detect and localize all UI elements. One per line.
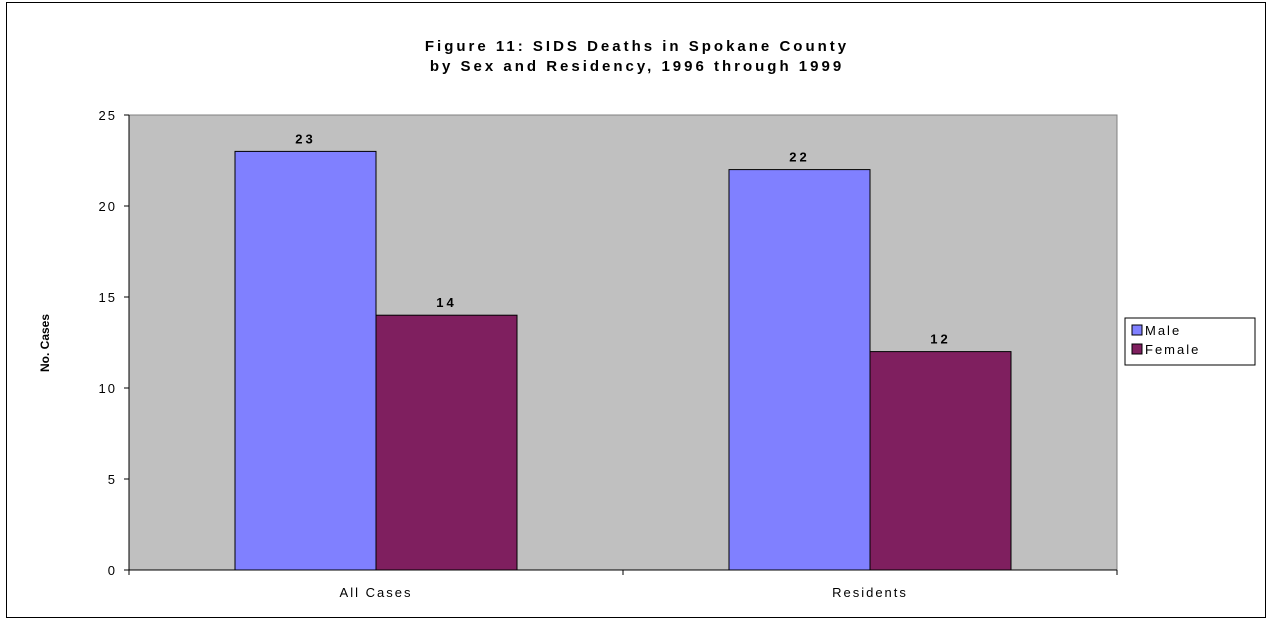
y-tick-label: 0: [108, 563, 117, 578]
y-tick-label: 15: [99, 290, 117, 305]
legend-label-female: Female: [1145, 342, 1200, 357]
bar-male-2: [729, 170, 870, 570]
y-axis-label: No. Cases: [38, 314, 52, 372]
y-tick-label: 25: [99, 108, 117, 123]
x-tick-label: All Cases: [340, 585, 413, 600]
y-tick-label: 10: [99, 381, 117, 396]
bar-female-1: [376, 315, 517, 570]
chart-title: Figure 11: SIDS Deaths in Spokane County: [425, 38, 849, 55]
bar-chart: Figure 11: SIDS Deaths in Spokane County…: [7, 3, 1267, 619]
legend-swatch-male: [1132, 325, 1142, 335]
chart-frame: Figure 11: SIDS Deaths in Spokane County…: [6, 2, 1266, 618]
legend: Male Female: [1125, 318, 1255, 365]
chart-subtitle: by Sex and Residency, 1996 through 1999: [430, 58, 844, 75]
data-label-female-2: 12: [930, 332, 950, 347]
legend-label-male: Male: [1145, 323, 1181, 338]
bar-female-2: [870, 352, 1011, 570]
data-label-female-1: 14: [436, 295, 456, 310]
legend-swatch-female: [1132, 344, 1142, 354]
bar-male-1: [235, 151, 376, 570]
y-tick-label: 20: [99, 199, 117, 214]
data-label-male-1: 23: [295, 131, 315, 146]
data-label-male-2: 22: [789, 150, 809, 165]
x-tick-label: Residents: [832, 585, 908, 600]
y-tick-label: 5: [108, 472, 117, 487]
